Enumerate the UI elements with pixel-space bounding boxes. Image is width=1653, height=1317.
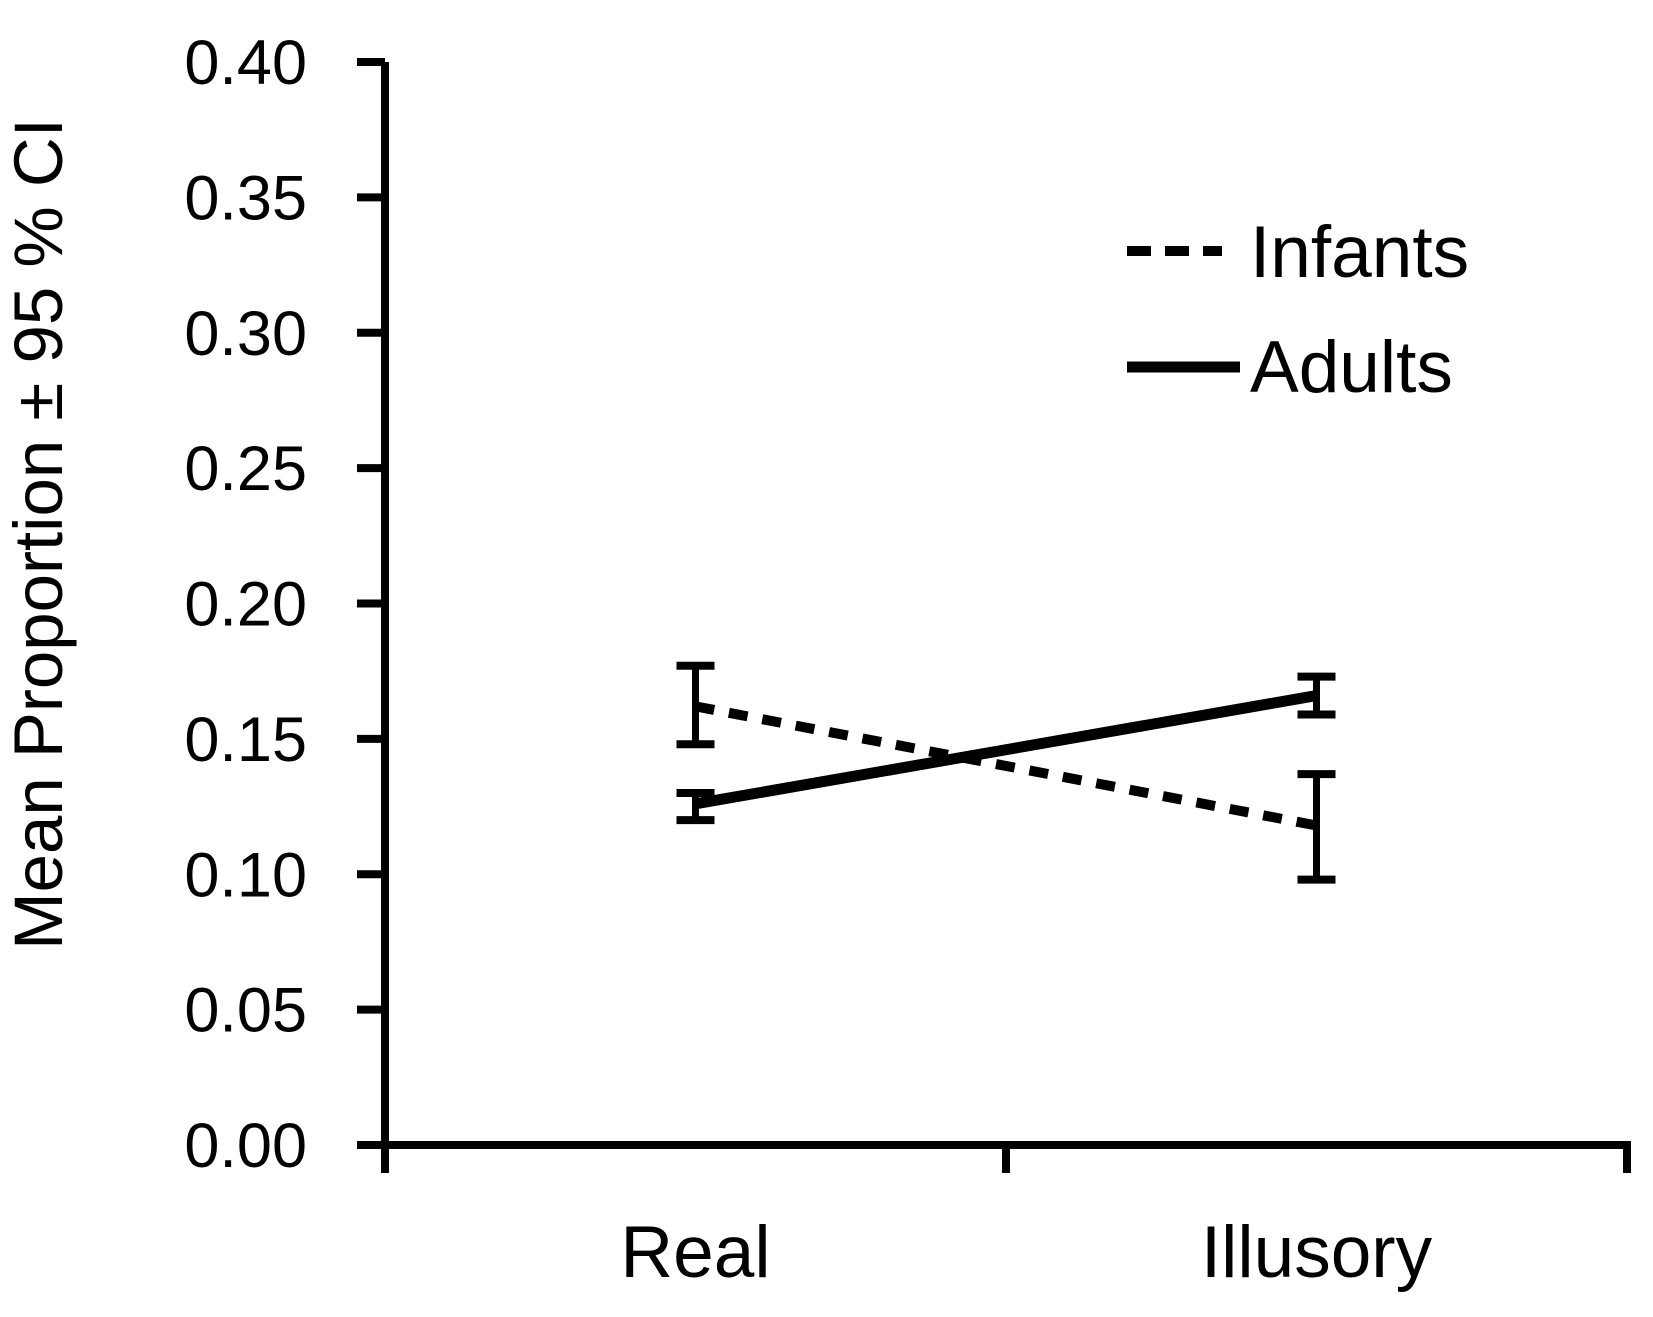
series-line-adults [694,690,1318,810]
y-tick-label: 0.30 [184,299,307,369]
y-tick-label: 0.20 [184,570,307,640]
y-tick-label: 0.40 [184,28,307,98]
legend-label-infants: Infants [1250,212,1469,293]
error-bars [676,661,1336,884]
x-category-label: Real [620,1212,770,1293]
y-tick-label: 0.05 [184,976,307,1046]
y-tick-label: 0.35 [184,163,307,233]
y-tick-labels: 0.00 0.05 0.10 0.15 0.20 0.25 0.30 0.35 0.40 [184,28,307,1181]
legend-line-samples [1127,246,1240,373]
y-tick-label: 0.25 [184,434,307,504]
y-tick-label: 0.15 [184,705,307,775]
x-category-labels: Real Illusory [620,1212,1432,1293]
y-tick-label: 0.00 [184,1111,307,1181]
y-axis-title: Mean Proportion ± 95 % CI [0,118,77,950]
legend-label-adults: Adults [1250,327,1453,408]
legend: Infants Adults [1127,212,1469,408]
x-category-label: Illusory [1201,1212,1433,1293]
y-tick-label: 0.10 [184,840,307,910]
y-axis-ticks [357,58,385,1149]
x-axis-ticks [381,1145,1631,1173]
series-lines [694,690,1318,831]
series-line-infants [694,701,1318,831]
